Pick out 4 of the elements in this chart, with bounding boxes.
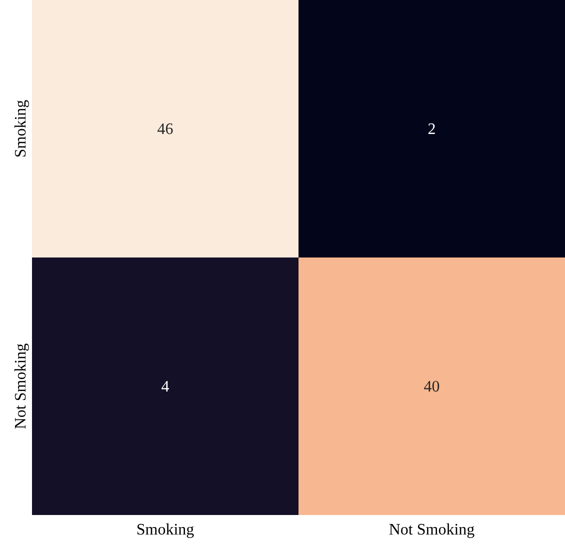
data-label: 46 (157, 120, 174, 138)
data-label: 4 (161, 378, 170, 396)
data-label: 40 (424, 378, 440, 396)
data-label: 2 (428, 120, 436, 138)
